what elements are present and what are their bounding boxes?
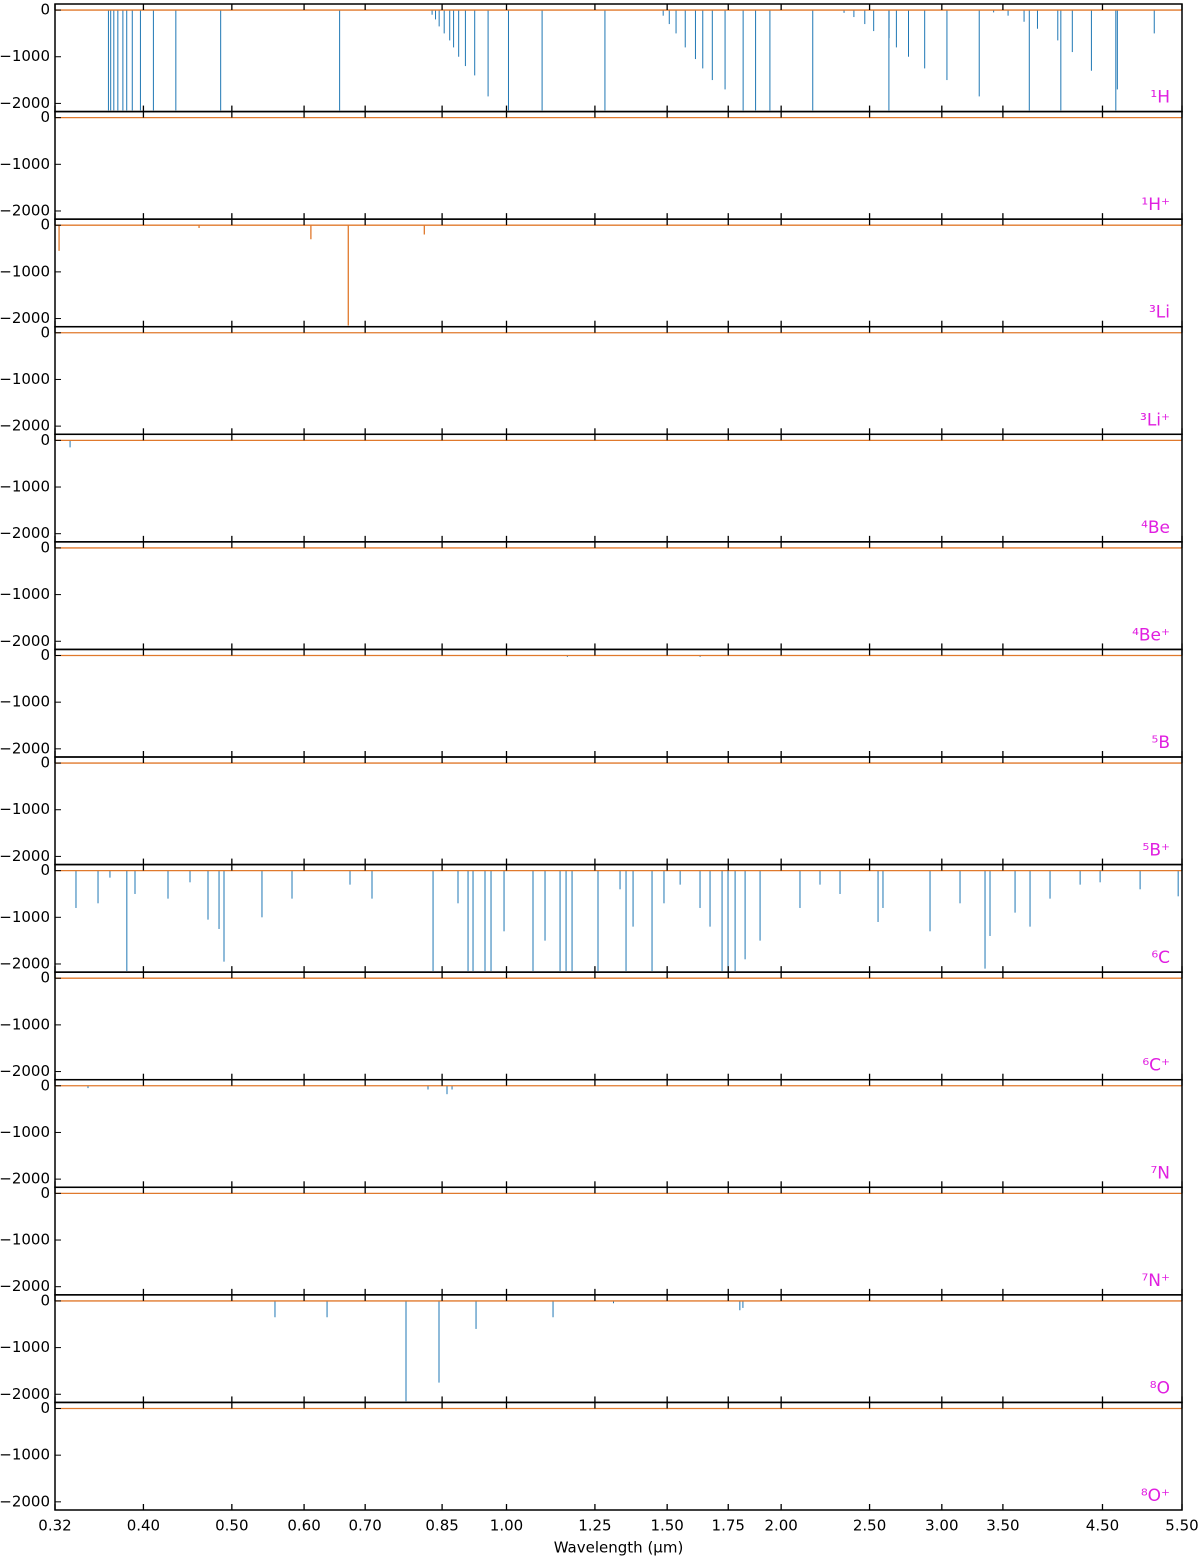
y-tick-label: 0 <box>40 646 50 664</box>
panel-frame <box>54 971 1183 1081</box>
x-tick-label: 0.60 <box>287 1517 320 1535</box>
x-tick-label: 0.70 <box>348 1517 381 1535</box>
y-tick-label: −2000 <box>0 1170 50 1188</box>
panel-label: ³Li <box>1149 303 1170 323</box>
panel-label: ⁶C <box>1151 948 1170 968</box>
y-tick-label: 0 <box>40 754 50 772</box>
x-tick-label: 0.85 <box>425 1517 458 1535</box>
y-tick-label: −2000 <box>0 201 50 219</box>
panel-label: ¹H⁺ <box>1141 195 1170 215</box>
y-tick-label: −2000 <box>0 1385 50 1403</box>
y-tick-label: 0 <box>40 861 50 879</box>
x-tick-label: 2.50 <box>853 1517 886 1535</box>
y-tick-label: 0 <box>40 1076 50 1094</box>
y-tick-label: −1000 <box>0 47 50 65</box>
panel-frame <box>54 648 1183 758</box>
panel-label: ³Li⁺ <box>1140 410 1170 430</box>
panel-label: ⁷N⁺ <box>1141 1271 1170 1291</box>
y-tick-label: 0 <box>40 1399 50 1417</box>
y-tick-label: −1000 <box>0 1231 50 1249</box>
x-tick-label: 3.00 <box>925 1517 958 1535</box>
y-tick-label: 0 <box>40 431 50 449</box>
y-tick-label: −1000 <box>0 585 50 603</box>
x-tick-label: 1.00 <box>490 1517 523 1535</box>
panel-frame <box>54 1294 1183 1404</box>
y-tick-label: −1000 <box>0 1015 50 1033</box>
x-tick-label: 0.32 <box>38 1517 71 1535</box>
y-tick-label: 0 <box>40 969 50 987</box>
y-tick-label: −1000 <box>0 155 50 173</box>
panel-label: ⁴Be <box>1141 518 1170 538</box>
y-tick-label: 0 <box>40 538 50 556</box>
panel-label: ⁵B <box>1152 733 1170 753</box>
y-tick-label: 0 <box>40 108 50 126</box>
x-axis-label: Wavelength (μm) <box>554 1539 684 1557</box>
y-tick-label: −2000 <box>0 954 50 972</box>
y-tick-label: −1000 <box>0 800 50 818</box>
x-tick-label: 0.50 <box>215 1517 248 1535</box>
x-tick-label: 0.40 <box>127 1517 160 1535</box>
x-tick-label: 4.50 <box>1086 1517 1119 1535</box>
panel-label: ⁴Be⁺ <box>1132 625 1170 645</box>
x-tick-label: 3.50 <box>986 1517 1019 1535</box>
x-tick-label: 1.75 <box>712 1517 745 1535</box>
y-tick-label: −2000 <box>0 524 50 542</box>
panel-frame <box>54 3 1183 113</box>
y-tick-label: −1000 <box>0 370 50 388</box>
y-tick-label: −2000 <box>0 1062 50 1080</box>
x-tick-label: 1.50 <box>650 1517 683 1535</box>
x-tick-label: 1.25 <box>578 1517 611 1535</box>
y-tick-label: −1000 <box>0 693 50 711</box>
panel-label: ⁵B⁺ <box>1143 841 1170 861</box>
y-tick-label: −2000 <box>0 94 50 112</box>
y-tick-label: −2000 <box>0 417 50 435</box>
panel-frame <box>54 756 1183 866</box>
panel-frame <box>54 433 1183 543</box>
x-tick-label: 5.50 <box>1165 1517 1198 1535</box>
y-tick-label: 0 <box>40 1 50 19</box>
panel-frame <box>54 541 1183 651</box>
y-tick-label: 0 <box>40 323 50 341</box>
y-tick-label: −1000 <box>0 908 50 926</box>
panel-frame <box>54 1078 1183 1189</box>
model-line <box>55 224 1182 326</box>
y-tick-label: −2000 <box>0 739 50 757</box>
y-tick-label: 0 <box>40 216 50 234</box>
panel-label: ⁷N <box>1150 1163 1170 1183</box>
y-tick-label: −1000 <box>0 478 50 496</box>
panel-frame <box>54 325 1183 436</box>
panel-label: ⁶C⁺ <box>1142 1056 1170 1076</box>
y-tick-label: 0 <box>40 1184 50 1202</box>
panel-frame <box>54 1186 1183 1296</box>
y-tick-label: −1000 <box>0 1338 50 1356</box>
panel-frame <box>54 110 1183 220</box>
panel-label: ¹H <box>1150 88 1170 108</box>
y-tick-label: −2000 <box>0 1492 50 1510</box>
y-tick-label: −1000 <box>0 1123 50 1141</box>
panel-label: ⁸O⁺ <box>1141 1486 1170 1506</box>
y-tick-label: −1000 <box>0 1446 50 1464</box>
panel-label: ⁸O <box>1150 1378 1170 1398</box>
x-tick-label: 2.00 <box>764 1517 797 1535</box>
y-tick-label: 0 <box>40 1291 50 1309</box>
y-tick-label: −2000 <box>0 632 50 650</box>
panel-frame <box>54 1401 1183 1511</box>
panel-frame <box>54 218 1183 328</box>
y-tick-label: −1000 <box>0 262 50 280</box>
y-tick-label: −2000 <box>0 847 50 865</box>
y-tick-label: −2000 <box>0 309 50 327</box>
y-tick-label: −2000 <box>0 1277 50 1295</box>
